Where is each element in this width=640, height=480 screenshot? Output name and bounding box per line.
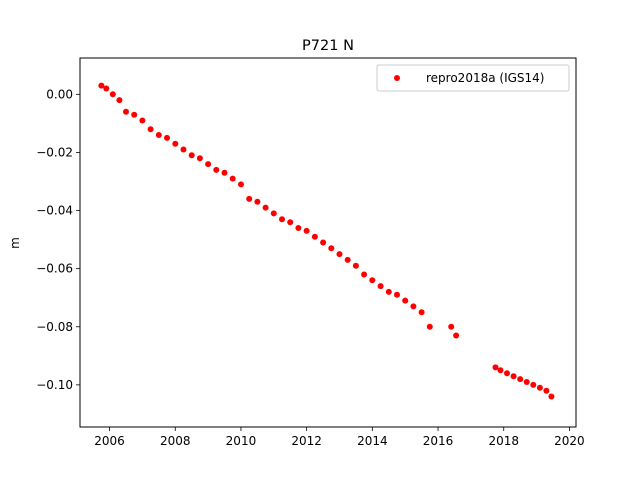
x-axis: 2006 2008 2010 2012 2014 2016 2018 2020 bbox=[94, 427, 585, 448]
data-point bbox=[369, 277, 376, 284]
data-point bbox=[109, 91, 116, 98]
data-point bbox=[548, 393, 555, 400]
data-point bbox=[229, 175, 236, 182]
legend-marker bbox=[394, 75, 400, 81]
data-point bbox=[385, 288, 392, 295]
y-tick-label: −0.04 bbox=[36, 204, 73, 218]
legend-label: repro2018a (IGS14) bbox=[426, 71, 544, 85]
data-point bbox=[246, 195, 253, 202]
data-point bbox=[303, 227, 310, 234]
data-point bbox=[497, 367, 504, 374]
legend-box bbox=[376, 64, 570, 92]
data-point bbox=[103, 85, 110, 92]
data-point bbox=[510, 373, 517, 380]
data-point bbox=[517, 376, 524, 383]
data-point bbox=[377, 283, 384, 290]
data-point bbox=[336, 251, 343, 258]
data-point bbox=[361, 271, 368, 278]
data-point bbox=[270, 210, 277, 217]
data-point bbox=[344, 256, 351, 263]
chart-title: P721 N bbox=[302, 38, 354, 54]
data-point bbox=[116, 97, 123, 104]
data-point bbox=[254, 198, 261, 205]
data-point bbox=[287, 219, 294, 226]
data-point bbox=[205, 161, 212, 168]
y-tick-label: −0.06 bbox=[36, 262, 73, 276]
data-point bbox=[139, 117, 146, 124]
x-tick-label: 2014 bbox=[357, 434, 388, 448]
data-point bbox=[131, 111, 138, 118]
data-point bbox=[279, 216, 285, 223]
data-point bbox=[188, 152, 195, 159]
data-point bbox=[123, 108, 129, 115]
data-point bbox=[155, 132, 162, 138]
data-point bbox=[295, 225, 302, 231]
data-point bbox=[418, 309, 425, 316]
data-point bbox=[262, 204, 269, 211]
data-point bbox=[311, 233, 318, 240]
legend: repro2018a (IGS14) bbox=[376, 64, 570, 92]
x-tick-label: 2010 bbox=[226, 434, 257, 448]
data-point bbox=[328, 245, 335, 252]
data-point bbox=[394, 291, 400, 298]
data-point bbox=[543, 387, 550, 394]
data-point bbox=[402, 297, 409, 304]
data-point bbox=[213, 166, 220, 173]
y-tick-label: −0.02 bbox=[36, 145, 73, 159]
data-point bbox=[530, 381, 537, 388]
data-point bbox=[523, 379, 530, 385]
data-point bbox=[492, 364, 499, 371]
data-point bbox=[320, 239, 327, 246]
y-axis-label: m bbox=[8, 237, 22, 249]
data-point bbox=[164, 134, 170, 141]
data-point bbox=[180, 146, 187, 153]
data-point bbox=[448, 323, 455, 330]
x-tick-label: 2016 bbox=[423, 434, 454, 448]
data-point bbox=[352, 262, 359, 269]
data-point bbox=[221, 169, 228, 176]
x-tick-label: 2020 bbox=[554, 434, 585, 448]
y-tick-label: −0.08 bbox=[36, 320, 73, 334]
data-point bbox=[536, 384, 543, 391]
y-axis: 0.00 −0.02 −0.04 −0.06 −0.08 −0.10 bbox=[36, 87, 80, 392]
data-point bbox=[504, 370, 510, 377]
data-point bbox=[147, 126, 154, 133]
x-tick-label: 2018 bbox=[488, 434, 519, 448]
y-tick-label: −0.10 bbox=[36, 378, 73, 392]
data-point bbox=[238, 181, 244, 188]
x-tick-label: 2006 bbox=[94, 434, 125, 448]
data-point bbox=[453, 332, 460, 339]
x-tick-label: 2012 bbox=[291, 434, 322, 448]
data-point bbox=[426, 323, 433, 330]
data-point bbox=[196, 155, 203, 162]
y-tick-label: 0.00 bbox=[46, 87, 73, 101]
x-tick-label: 2008 bbox=[160, 434, 191, 448]
data-point bbox=[410, 303, 417, 310]
plot-frame bbox=[79, 57, 577, 428]
data-point bbox=[98, 82, 105, 89]
data-point bbox=[172, 140, 179, 147]
data-points bbox=[98, 82, 555, 400]
